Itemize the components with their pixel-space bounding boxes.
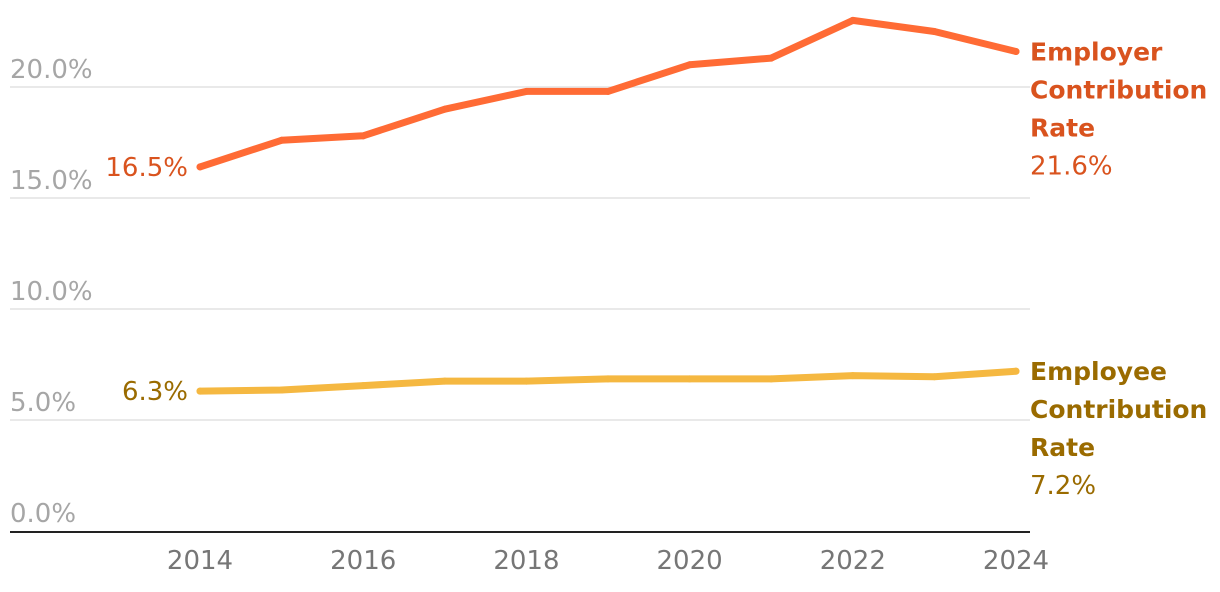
x-tick-label: 2020	[657, 546, 723, 576]
employee-data-point	[359, 382, 367, 390]
employee-series-name: Employee	[1030, 357, 1167, 386]
gridlines	[10, 86, 1030, 421]
y-tick-label: 10.0%	[10, 277, 93, 307]
employer-data-point	[278, 136, 286, 144]
employee-series-name: Rate	[1030, 433, 1095, 462]
y-tick-label: 0.0%	[10, 499, 76, 529]
x-tick-label: 2024	[983, 546, 1049, 576]
employee-data-point	[1012, 367, 1020, 375]
employer-series-name: Contribution	[1030, 75, 1207, 104]
y-tick-label: 15.0%	[10, 166, 93, 196]
employer-data-point	[441, 105, 449, 113]
employer-data-point	[604, 87, 612, 95]
employer-data-point	[196, 163, 204, 171]
employer-data-point	[1012, 47, 1020, 55]
employee-data-point	[849, 372, 857, 380]
x-tick-label: 2014	[167, 546, 233, 576]
employer-start-label: 16.5%	[105, 153, 188, 183]
y-tick-label: 20.0%	[10, 55, 93, 85]
employee-data-point	[930, 373, 938, 381]
employee-data-point	[196, 387, 204, 395]
employer-end-value: 21.6%	[1030, 151, 1113, 181]
employer-data-point	[522, 87, 530, 95]
employer-data-point	[849, 16, 857, 24]
x-tick-label: 2022	[820, 546, 886, 576]
employee-end-value: 7.2%	[1030, 471, 1096, 501]
x-tick-label: 2016	[330, 546, 396, 576]
employee-data-point	[441, 377, 449, 385]
series-labels: 16.5% Employer Contribution Rate 21.6% 6.3% Em…	[105, 37, 1207, 501]
y-tick-label: 5.0%	[10, 388, 76, 418]
employee-start-label: 6.3%	[122, 377, 188, 407]
x-tick-label: 2018	[493, 546, 559, 576]
employee-data-point	[767, 375, 775, 383]
employee-data-point	[604, 375, 612, 383]
employee-data-point	[522, 377, 530, 385]
employer-data-point	[359, 132, 367, 140]
employee-data-point	[686, 375, 694, 383]
series-lines	[196, 16, 1020, 395]
employee-data-point	[278, 386, 286, 394]
employer-series-name: Employer	[1030, 37, 1163, 66]
employer-data-point	[930, 28, 938, 35]
employer-data-point	[686, 61, 694, 69]
employer-data-point	[767, 54, 775, 62]
y-axis-ticks: 0.0% 5.0% 10.0% 15.0% 20.0%	[10, 55, 93, 529]
employer-series-name: Rate	[1030, 113, 1095, 142]
x-axis-ticks: 2014 2016 2018 2020 2022 2024	[167, 546, 1049, 576]
employee-series-name: Contribution	[1030, 395, 1207, 424]
